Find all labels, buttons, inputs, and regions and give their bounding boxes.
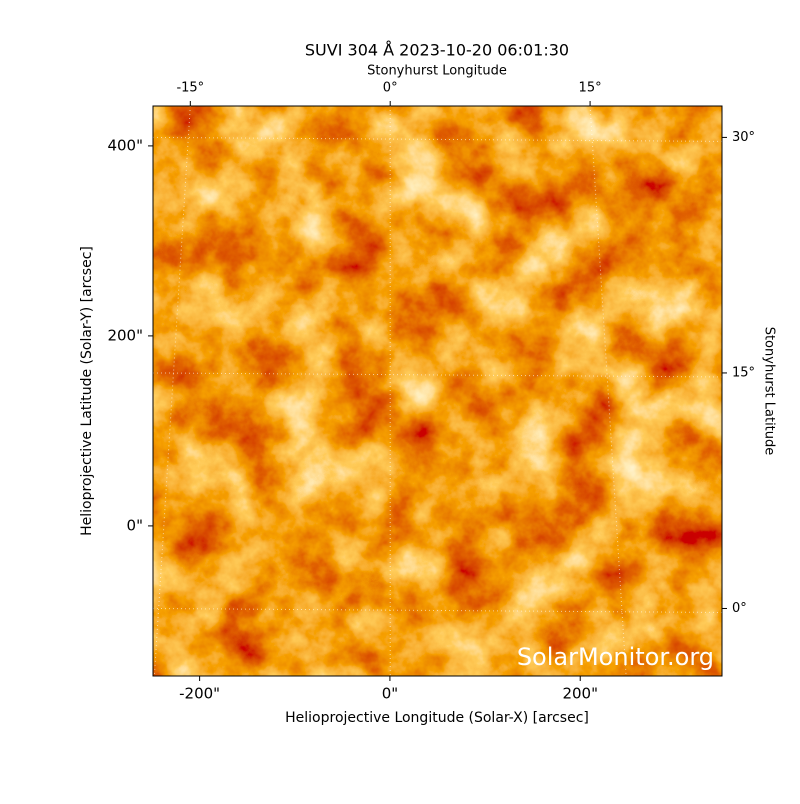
x2-tick-label: 0° — [383, 81, 398, 96]
y2-axis-label: Stonyhurst Latitude — [762, 327, 777, 456]
x2-tick-label: 15° — [579, 81, 602, 96]
x2-tick-label: -15° — [176, 81, 204, 96]
y-axis-label: Helioprojective Latitude (Solar-Y) [arcs… — [79, 246, 95, 536]
x-tick-label: 200" — [562, 685, 598, 703]
y2-tick-label: 30° — [732, 130, 755, 145]
x-axis-label: Helioprojective Longitude (Solar-X) [arc… — [285, 710, 589, 726]
y2-tick-label: 0° — [732, 601, 747, 616]
solar-image — [153, 106, 722, 676]
x-tick-label: 0" — [382, 685, 398, 703]
y-tick-label: 400" — [107, 136, 143, 154]
x-tick-label: -200" — [179, 685, 220, 703]
y-tick-label: 0" — [127, 516, 143, 534]
y-tick-label: 200" — [107, 326, 143, 344]
y2-tick-label: 15° — [732, 365, 755, 380]
watermark: SolarMonitor.org — [517, 643, 714, 671]
x2-axis-label: Stonyhurst Longitude — [367, 64, 507, 79]
chart-title: SUVI 304 Å 2023-10-20 06:01:30 — [305, 41, 569, 60]
